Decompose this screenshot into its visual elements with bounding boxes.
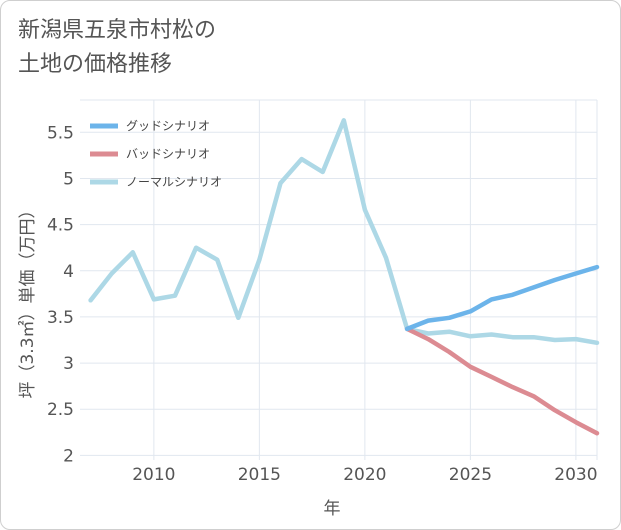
x-axis-ticks: 2010 2015 2020 2025 2030: [132, 465, 597, 485]
series-line-2: [88, 118, 600, 346]
x-tick-label: 2025: [449, 465, 492, 485]
chart-title-line-2: 土地の価格推移: [18, 52, 173, 77]
series-lines: [88, 118, 600, 436]
chart-title-line-1: 新潟県五泉市村松の: [18, 18, 217, 43]
x-tick-label: 2010: [132, 465, 175, 485]
y-tick-label: 4: [63, 262, 74, 282]
y-tick-label: 4.5: [47, 216, 74, 236]
y-tick-label: 5: [63, 169, 74, 189]
y-tick-label: 3: [63, 354, 74, 374]
y-tick-label: 2.5: [47, 400, 74, 420]
x-tick-label: 2015: [238, 465, 281, 485]
x-axis-title: 年: [324, 499, 341, 519]
y-tick-label: 3.5: [47, 308, 74, 328]
legend-label: ノーマルシナリオ: [126, 175, 222, 189]
legend-label: グッドシナリオ: [126, 119, 210, 133]
grid-lines: [80, 99, 598, 460]
y-axis-ticks: 2 2.5 3 3.5 4 4.5 5 5.5: [47, 123, 74, 466]
legend-label: バッドシナリオ: [126, 147, 210, 161]
series-line-1: [404, 326, 600, 436]
chart-title: 新潟県五泉市村松の 土地の価格推移: [18, 14, 216, 82]
x-tick-label: 2020: [343, 465, 386, 485]
plot-area: [80, 100, 597, 460]
y-tick-label: 5.5: [47, 123, 74, 143]
y-tick-label: 2: [63, 446, 74, 466]
y-axis-title: 坪（3.3㎡）単価（万円）: [18, 201, 38, 398]
series-line-0: [404, 264, 600, 332]
x-tick-label: 2030: [554, 465, 597, 485]
